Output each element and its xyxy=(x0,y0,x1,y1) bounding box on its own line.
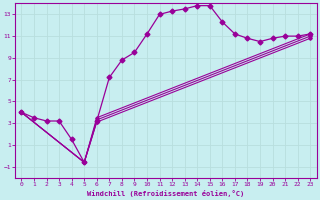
X-axis label: Windchill (Refroidissement éolien,°C): Windchill (Refroidissement éolien,°C) xyxy=(87,190,244,197)
